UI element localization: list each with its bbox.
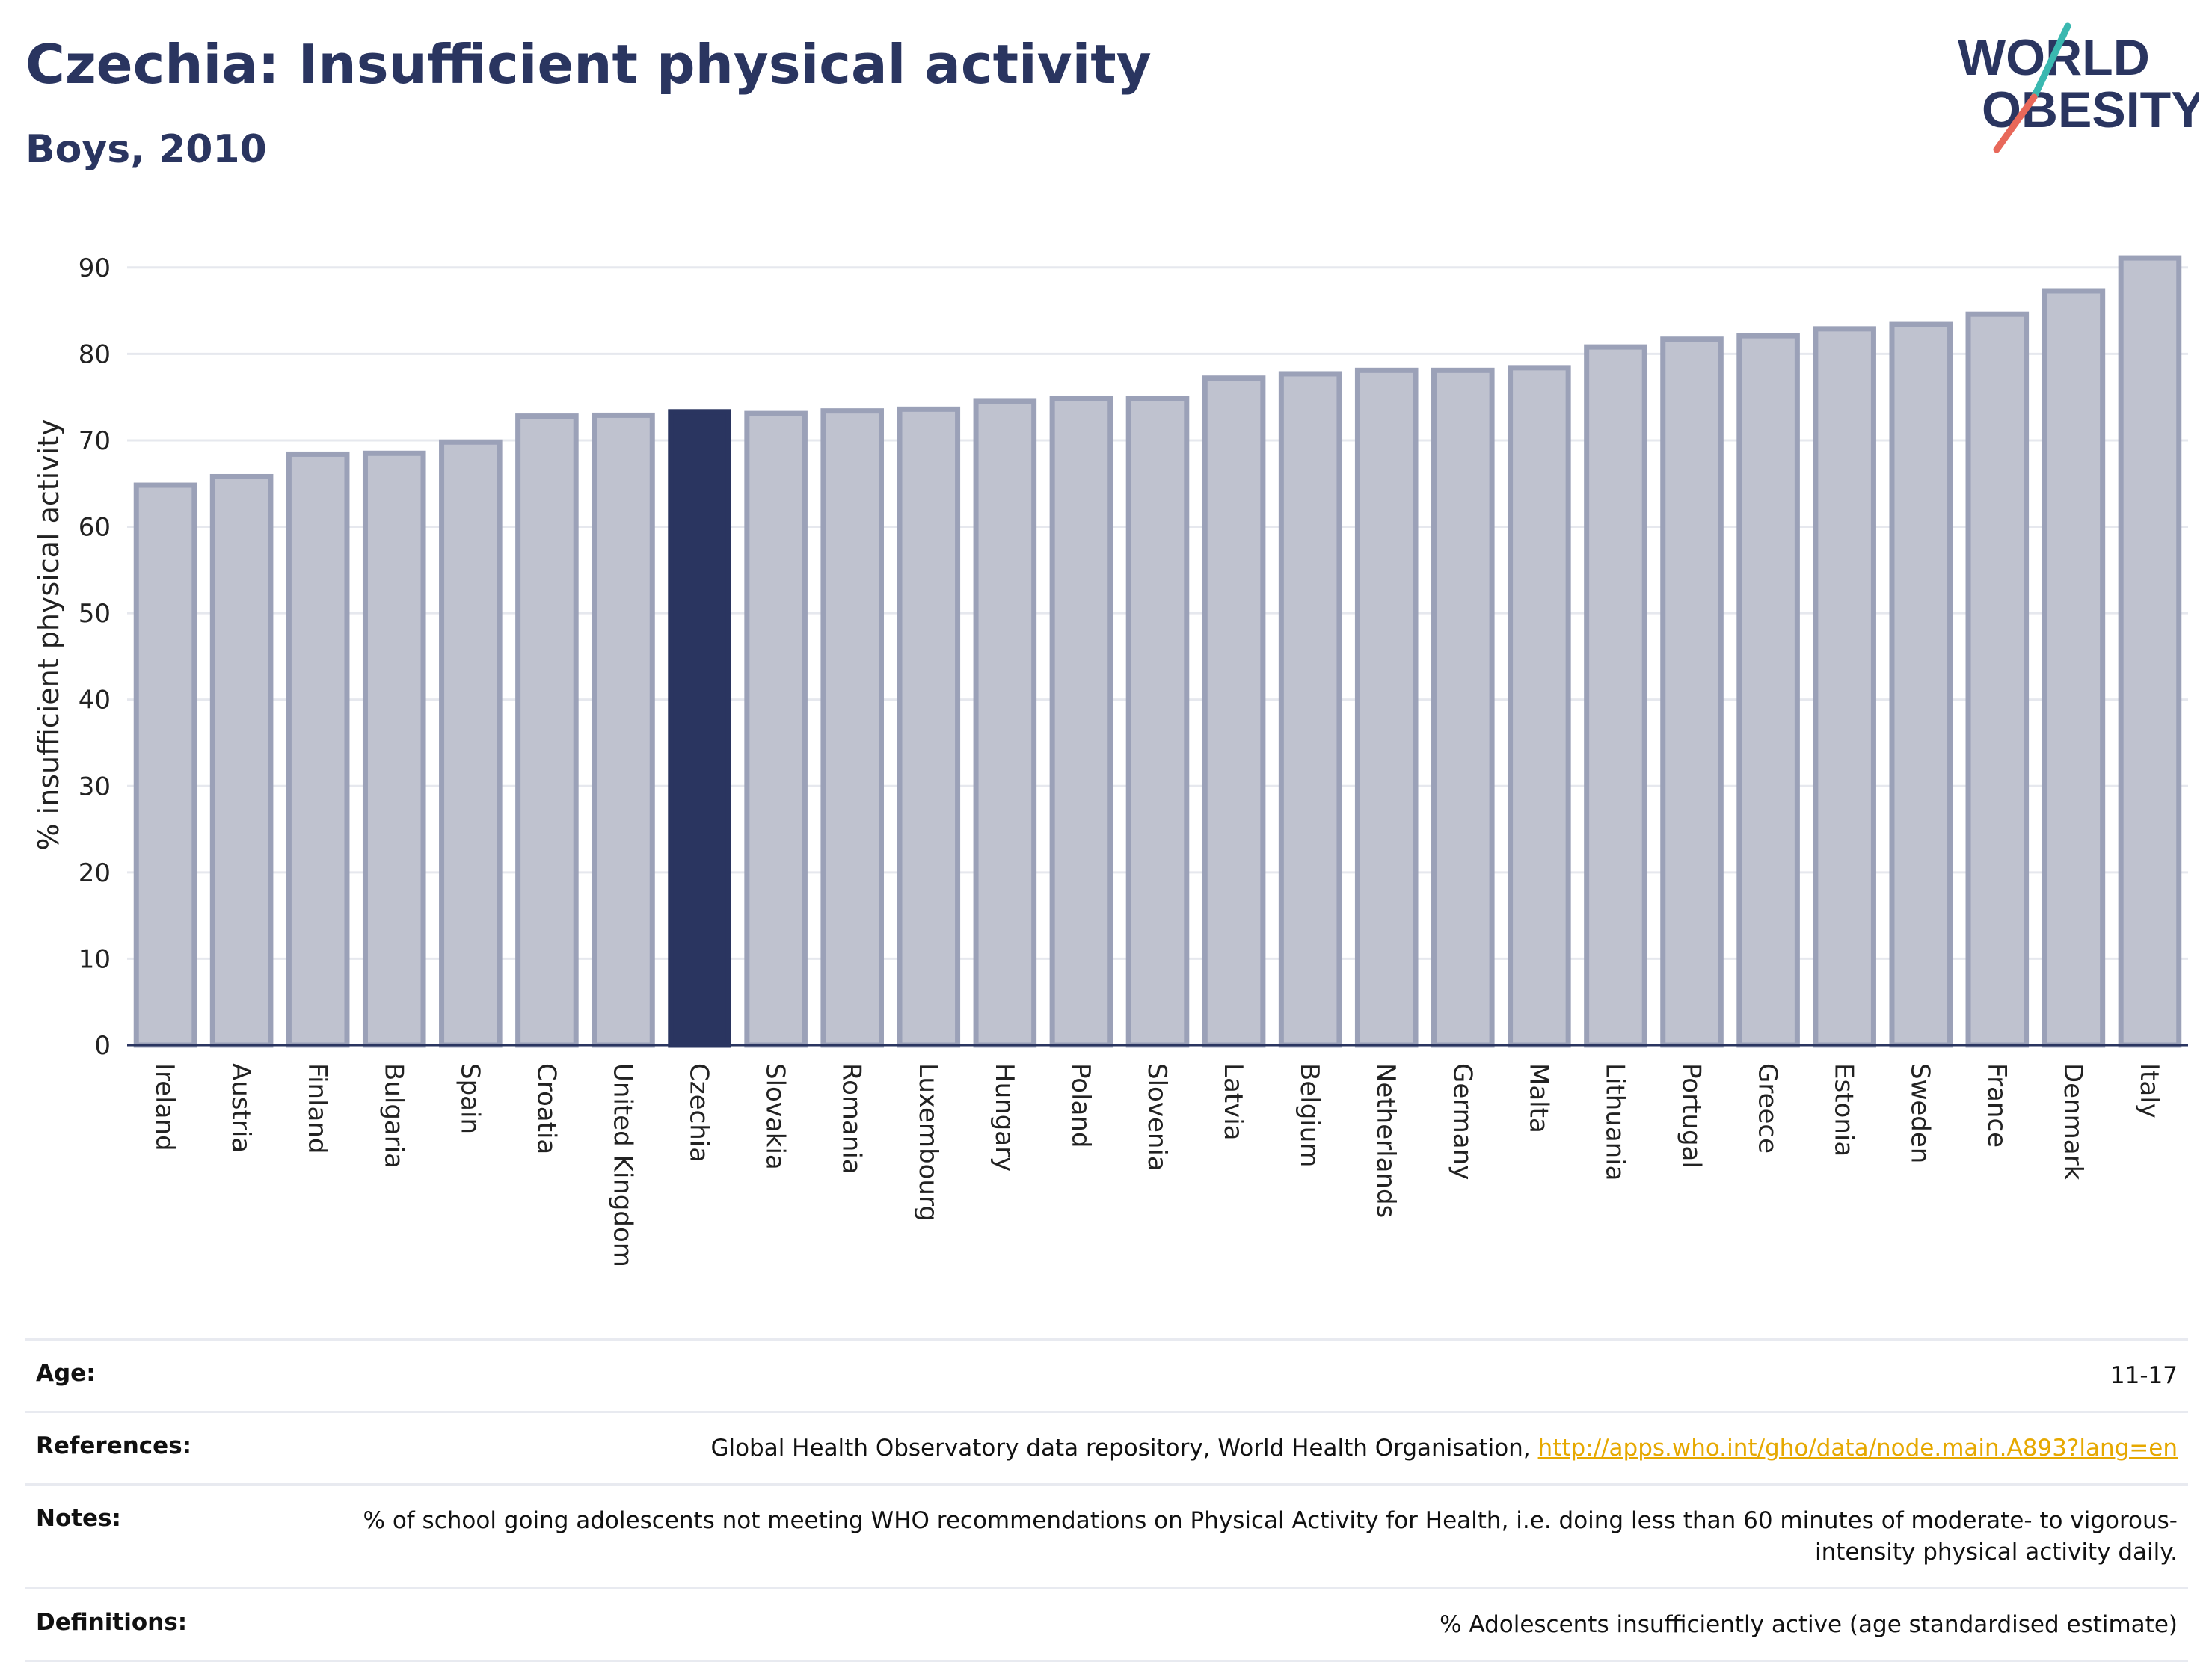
bar [1813, 326, 1876, 1048]
x-tick-label: Ireland [150, 1063, 179, 1151]
bar [973, 398, 1037, 1048]
bar [744, 410, 808, 1048]
info-row-age: Age: 11-17 [25, 1339, 2188, 1412]
x-tick-label: France [1982, 1063, 2012, 1148]
x-tick-label: Latvia [1218, 1063, 1248, 1141]
x-tick-label: Czechia [684, 1063, 714, 1163]
bar [439, 439, 503, 1048]
x-tick-label: Poland [1066, 1063, 1096, 1148]
bar [1354, 367, 1419, 1048]
y-tick-label: 90 [79, 253, 111, 283]
y-tick-label: 60 [79, 513, 111, 543]
age-value: 11-17 [2110, 1362, 2178, 1389]
bar [1125, 396, 1190, 1048]
x-tick-label: Austria [226, 1063, 256, 1153]
notes-value: % of school going adolescents not meetin… [363, 1507, 2178, 1566]
x-tick-label: United Kingdom [607, 1063, 637, 1267]
bar [820, 408, 884, 1048]
bar [897, 406, 961, 1048]
page-title: Czechia: Insufficient physical activity [25, 33, 1152, 96]
x-tick-label: Croatia [531, 1063, 561, 1154]
y-tick-label: 50 [79, 599, 111, 629]
y-axis-title: % insufficient physical activity [32, 419, 65, 850]
info-table: Age: 11-17 References: Global Health Obs… [25, 1338, 2188, 1662]
x-tick-label: Sweden [1905, 1063, 1935, 1163]
logo-slash-teal [2030, 22, 2071, 101]
bar [133, 482, 197, 1048]
bar [1889, 321, 1953, 1048]
notes-label: Notes: [36, 1505, 121, 1532]
x-tick-label: Lithuania [1600, 1063, 1629, 1181]
x-tick-label: Romania [837, 1063, 867, 1175]
x-tick-label: Malta [1523, 1063, 1553, 1133]
bar [2118, 255, 2182, 1048]
bar [1049, 396, 1113, 1048]
y-tick-label: 0 [94, 1031, 111, 1061]
bar [1278, 371, 1342, 1048]
bar [362, 450, 426, 1048]
bar [1965, 311, 2030, 1048]
bar [668, 409, 731, 1048]
x-tick-label: Slovakia [761, 1063, 790, 1170]
x-tick-label: Spain [455, 1063, 485, 1134]
references-value: Global Health Observatory data repositor… [271, 1412, 2188, 1485]
y-tick-label: 40 [79, 686, 111, 715]
x-tick-label: Netherlands [1371, 1063, 1401, 1218]
x-tick-label: Germany [1447, 1063, 1477, 1180]
x-tick-label: Portugal [1677, 1063, 1706, 1169]
logo-text-obesity: OBESITY [1982, 81, 2199, 138]
x-tick-label: Italy [2134, 1063, 2164, 1118]
x-tick-label: Bulgaria [378, 1063, 408, 1169]
info-row-notes: Notes: % of school going adolescents not… [25, 1484, 2188, 1589]
world-obesity-logo: WORLD OBESITY [1958, 22, 2199, 153]
y-tick-label: 30 [79, 772, 111, 801]
bar [1202, 375, 1266, 1048]
y-tick-label: 20 [79, 858, 111, 888]
page-subtitle: Boys, 2010 [25, 127, 267, 172]
bar [2042, 288, 2106, 1048]
references-label: References: [36, 1432, 192, 1459]
x-tick-label: Slovenia [1142, 1063, 1172, 1172]
bar [515, 413, 579, 1048]
bar [1660, 336, 1724, 1048]
x-tick-label: Belgium [1294, 1063, 1324, 1167]
x-tick-label: Denmark [2058, 1063, 2088, 1181]
age-label: Age: [36, 1360, 96, 1387]
x-tick-label: Estonia [1829, 1063, 1859, 1157]
definitions-value: % Adolescents insufficiently active (age… [1440, 1611, 2178, 1638]
definitions-label: Definitions: [36, 1609, 188, 1636]
y-tick-label: 80 [79, 339, 111, 369]
info-row-references: References: Global Health Observatory da… [25, 1412, 2188, 1485]
bar [209, 473, 274, 1048]
bar [1584, 344, 1647, 1048]
bar [286, 451, 350, 1048]
bar [1508, 365, 1571, 1048]
x-tick-label: Hungary [989, 1063, 1019, 1172]
bar [1431, 367, 1495, 1048]
x-tick-label: Luxembourg [913, 1063, 943, 1222]
info-row-definitions: Definitions: % Adolescents insufficientl… [25, 1588, 2188, 1661]
bar [1736, 333, 1800, 1048]
bar [592, 412, 655, 1048]
references-text: Global Health Observatory data repositor… [710, 1435, 1531, 1462]
y-tick-label: 70 [79, 426, 111, 456]
x-tick-label: Finland [302, 1063, 332, 1154]
references-link[interactable]: http://apps.who.int/gho/data/node.main.A… [1537, 1435, 2178, 1462]
bar-chart: 0 10 20 30 40 50 60 70 80 90 % insufficient physic… [32, 253, 2188, 1267]
x-tick-label: Greece [1753, 1063, 1783, 1154]
y-tick-label: 10 [79, 944, 111, 974]
logo-slash-coral [1993, 93, 2038, 153]
